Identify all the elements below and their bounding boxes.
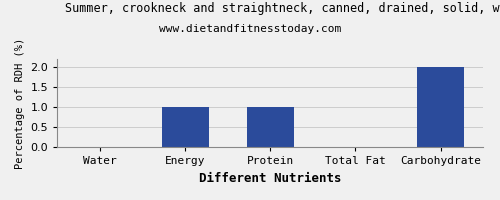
Text: Summer, crookneck and straightneck, canned, drained, solid, without salt: Summer, crookneck and straightneck, cann… — [65, 2, 500, 15]
Bar — [162, 107, 208, 147]
Bar — [247, 107, 294, 147]
Bar — [417, 67, 464, 147]
X-axis label: Different Nutrients: Different Nutrients — [199, 172, 342, 185]
Y-axis label: Percentage of RDH (%): Percentage of RDH (%) — [15, 38, 25, 169]
Text: www.dietandfitnesstoday.com: www.dietandfitnesstoday.com — [159, 24, 341, 34]
